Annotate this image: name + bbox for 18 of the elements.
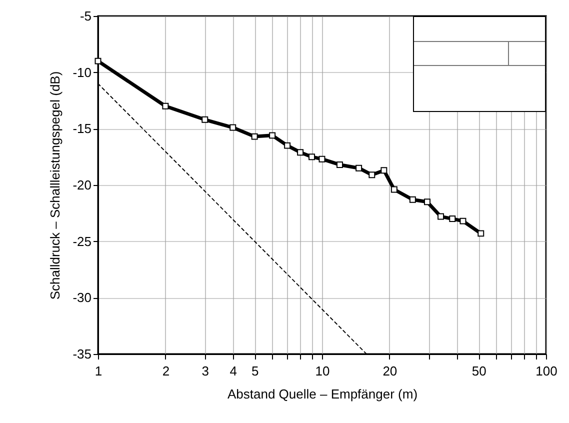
x-tick-label: 1 (94, 364, 102, 378)
y-tick-label: -30 (72, 290, 92, 306)
y-tick-label: -25 (72, 234, 92, 249)
x-axis-title: Abstand Quelle – Empfänger (m) (227, 386, 418, 402)
y-tick-label: -5 (80, 8, 92, 24)
x-tick-label: 10 (315, 364, 330, 378)
x-tick-label: 100 (536, 364, 558, 378)
x-tick-label: 4 (230, 364, 237, 378)
y-tick-label: -10 (72, 64, 92, 80)
y-axis-title: Schalldruck – Schallleistungspegel (dB) (48, 71, 63, 300)
y-tick-label: -15 (72, 121, 92, 136)
x-tick-label: 2 (162, 364, 170, 378)
x-tick-label: 50 (472, 364, 486, 378)
y-tick-label: -35 (72, 346, 92, 362)
y-tick-label: -20 (72, 178, 92, 192)
x-tick-label: 5 (251, 364, 259, 378)
x-tick-label: 3 (202, 364, 209, 378)
x-tick-label: 20 (382, 364, 398, 378)
